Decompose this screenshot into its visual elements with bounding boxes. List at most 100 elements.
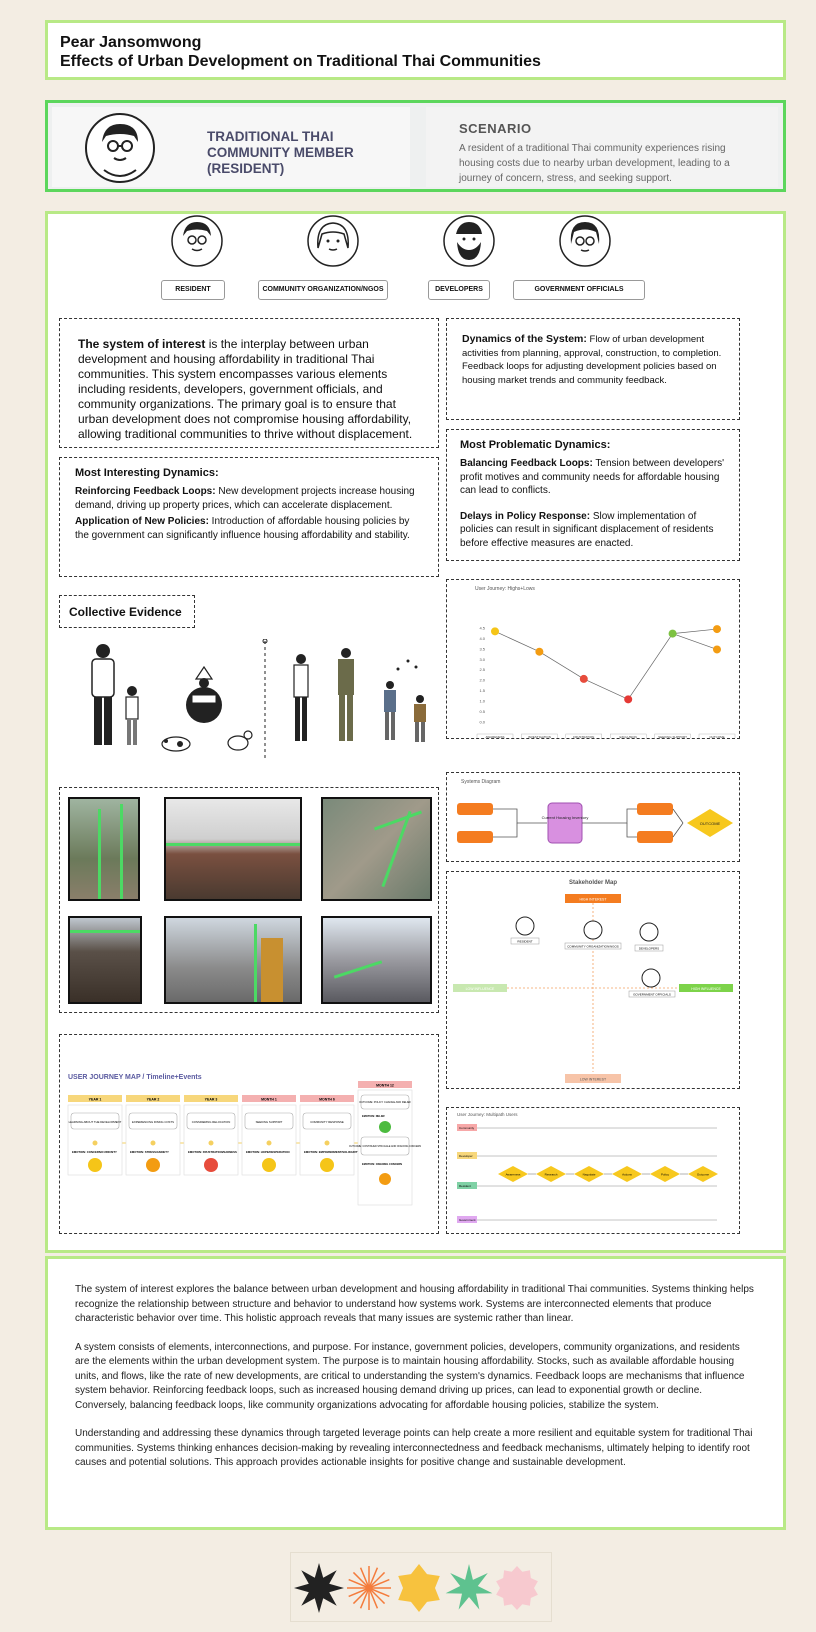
stakeholder-label-resident: RESIDENT xyxy=(161,280,225,300)
community-illustration xyxy=(91,639,426,759)
timeline-dot xyxy=(266,1140,272,1146)
photo-aerial-city xyxy=(321,797,432,901)
timeline-dot xyxy=(324,1140,330,1146)
government-avatar-icon xyxy=(559,215,611,267)
summary-paragraph-2: A system consists of elements, interconn… xyxy=(75,1341,745,1411)
dynamics-lead: Dynamics of the System: xyxy=(462,333,587,345)
map-left-label: LOW INFLUENCE xyxy=(466,987,495,991)
photo-temple-skyline xyxy=(164,916,302,1004)
lane-label: Resident xyxy=(459,1184,471,1188)
map-resident: RESIDENT xyxy=(517,940,532,944)
journey-event-box xyxy=(70,1112,120,1130)
community-avatar-icon xyxy=(307,215,359,267)
journey-map-card: USER JOURNEY MAP / Timeline+Events YEAR … xyxy=(59,1034,439,1234)
journey-column-label: YEAR 1 xyxy=(89,1098,102,1102)
outflow-box-1 xyxy=(637,803,673,815)
emotion-face xyxy=(146,1158,160,1172)
lane-label: Government xyxy=(459,1218,476,1222)
interesting-dynamics-card: Most Interesting Dynamics: Reinforcing F… xyxy=(59,457,439,577)
burst-ray xyxy=(352,1571,370,1589)
x-tick-label: SEEKING SUPPORT xyxy=(658,735,687,738)
interesting-item2-text: Introduction of affordable housing polic… xyxy=(75,516,410,541)
multipath-card: User Journey: Multipath Users Community D… xyxy=(446,1107,740,1234)
outcome-diamond xyxy=(687,809,733,837)
y-tick-label: 3.0 xyxy=(479,657,485,662)
interesting-item1-lead: Reinforcing Feedback Loops: xyxy=(75,486,216,497)
journey-column-header xyxy=(300,1095,354,1102)
step-label: Actions xyxy=(622,1173,632,1177)
journey-map: USER JOURNEY MAP / Timeline+Events YEAR … xyxy=(67,1074,421,1206)
lane-label: Developer xyxy=(459,1154,473,1158)
x-tick-label: INVESTIGATION xyxy=(528,735,551,738)
title-card: Pear Jansomwong Effects of Urban Develop… xyxy=(45,20,786,80)
system-of-interest-card: The system of interest is the interplay … xyxy=(59,318,439,448)
y-tick-label: 2.0 xyxy=(479,678,485,683)
orange-burst-shape xyxy=(347,1566,391,1610)
journey-emotion: EMOTION: CONCERN/CURIOSITY xyxy=(72,1150,117,1154)
y-tick-label: 4.0 xyxy=(479,636,485,641)
resident-avatar-icon xyxy=(171,215,223,267)
interesting-item1-text: New development projects increase housin… xyxy=(75,486,415,511)
series-line xyxy=(583,678,629,700)
emotion-face xyxy=(320,1158,334,1172)
step-label: Negotiate xyxy=(583,1173,596,1177)
journey-column-header xyxy=(126,1095,180,1102)
systems-diagram: Systems Diagram Current Housing Inventor… xyxy=(457,779,733,844)
emotion-chart: User Journey: Highs+Lows 4.5 4.0 3.5 3.0 2.5… xyxy=(475,586,736,740)
y-tick-label: 3.5 xyxy=(479,646,485,651)
data-point-alt xyxy=(713,645,721,654)
month12-label: MONTH 12 xyxy=(376,1084,394,1088)
emotion1: EMOTION: RELIEF xyxy=(362,1114,385,1118)
black-star-shape xyxy=(294,1563,344,1613)
map-developers: DEVELOPERS xyxy=(639,947,659,951)
problematic-item1-lead: Balancing Feedback Loops: xyxy=(460,458,593,469)
journey-column-label: MONTH 1 xyxy=(261,1098,277,1102)
stakeholder-map-card: Stakeholder Map HIGH INTEREST LOW INTERE… xyxy=(446,871,740,1089)
journey-column-header xyxy=(184,1095,238,1102)
burst-ray xyxy=(368,1587,379,1609)
series-line-alt xyxy=(672,633,718,650)
collective-evidence-label: Collective Evidence xyxy=(59,595,195,628)
series-line xyxy=(627,633,673,700)
data-point xyxy=(535,647,544,656)
persona-card: TRADITIONAL THAI COMMUNITY MEMBER (RESID… xyxy=(45,100,786,192)
emotion-face-concern xyxy=(379,1173,391,1185)
burst-ray xyxy=(368,1571,386,1589)
journey-event-box xyxy=(186,1112,236,1130)
interesting-dynamics-title: Most Interesting Dynamics: xyxy=(75,467,219,479)
step-diamond xyxy=(650,1166,680,1182)
inflow-box-1 xyxy=(457,803,493,815)
emotion-face xyxy=(204,1158,218,1172)
journey-event: SEEKING SUPPORT xyxy=(256,1120,283,1124)
stakeholder-label-developers: DEVELOPERS xyxy=(428,280,490,300)
stakeholder-label-government: GOVERNMENT OFFICIALS xyxy=(513,280,645,300)
problematic-dynamics-card: Most Problematic Dynamics: Balancing Fee… xyxy=(446,429,740,561)
stock-label: Current Housing Inventory xyxy=(542,815,589,820)
journey-event: EXPERIENCING RISING COSTS xyxy=(132,1120,174,1124)
lane-label-box xyxy=(457,1216,477,1223)
step-diamond xyxy=(536,1166,566,1182)
outcome1-box xyxy=(360,1094,410,1110)
step-diamond xyxy=(688,1166,718,1182)
series-line xyxy=(539,651,584,680)
journey-event: COMMUNITY RESPONSE xyxy=(310,1120,344,1124)
journey-emotion: EMOTION: FRUSTRATION/SADNESS xyxy=(188,1150,237,1154)
y-tick-label: 4.5 xyxy=(479,626,485,631)
step-label: Policy xyxy=(661,1173,670,1177)
timeline-dot xyxy=(208,1140,214,1146)
lane-label-box xyxy=(457,1152,477,1159)
journey-column-label: YEAR 3 xyxy=(205,1098,218,1102)
journey-emotion: EMOTION: STRESS/ANXIETY xyxy=(130,1150,169,1154)
data-point xyxy=(668,629,677,638)
dynamics-text: Flow of urban development activities fro… xyxy=(462,334,722,386)
step-diamond xyxy=(612,1166,642,1182)
pink-badge-shape xyxy=(496,1566,538,1610)
burst-ray xyxy=(359,1587,370,1609)
x-tick-label: FRUSTRATION xyxy=(573,735,594,738)
problematic-item1-text: Tension between developers' profit motiv… xyxy=(460,458,725,496)
problematic-item2-lead: Delays in Policy Response: xyxy=(460,510,591,522)
main-panel: RESIDENT COMMUNITY ORGANIZATION/NGOS DEV… xyxy=(45,211,786,1253)
journey-event-box xyxy=(302,1112,352,1130)
stakeholder-label-community: COMMUNITY ORGANIZATION/NGOS xyxy=(258,280,388,300)
outcome1: OUTCOME: POLICY CHANGE AND RELIEF xyxy=(359,1100,411,1104)
